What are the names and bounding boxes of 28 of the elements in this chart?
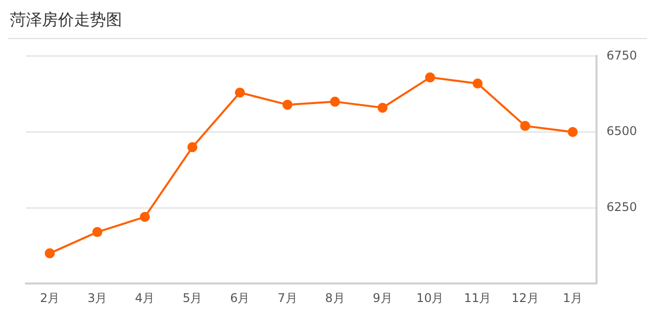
x-tick-label: 8月 bbox=[325, 290, 345, 305]
point bbox=[472, 78, 483, 88]
y-tick-label: 6250 bbox=[606, 200, 638, 214]
x-tick-label: 7月 bbox=[278, 290, 298, 305]
x-tick-label: 3月 bbox=[87, 290, 108, 305]
point bbox=[520, 120, 530, 131]
x-tick-label: 10月 bbox=[416, 290, 444, 305]
x-tick-label: 12月 bbox=[512, 290, 539, 305]
point bbox=[378, 102, 388, 113]
point bbox=[44, 248, 55, 258]
point bbox=[568, 127, 578, 137]
point bbox=[92, 227, 102, 238]
x-tick-label: 1月 bbox=[562, 290, 583, 305]
chart-title: 菏泽房价走势图 bbox=[9, 9, 123, 31]
point bbox=[234, 88, 245, 98]
x-tick-label: 11月 bbox=[464, 290, 492, 305]
point bbox=[330, 96, 340, 107]
point bbox=[425, 72, 436, 82]
x-tick-label: 4月 bbox=[135, 290, 155, 305]
x-tick-label: 2月 bbox=[40, 290, 60, 305]
point bbox=[187, 142, 198, 152]
x-tick-label: 6月 bbox=[230, 290, 250, 305]
y-tick-label: 6500 bbox=[606, 124, 638, 138]
y-tick-label: 6750 bbox=[606, 48, 638, 62]
point bbox=[282, 100, 292, 110]
x-tick-label: 9月 bbox=[372, 290, 392, 305]
x-tick-label: 5月 bbox=[182, 290, 202, 305]
point bbox=[140, 212, 150, 222]
